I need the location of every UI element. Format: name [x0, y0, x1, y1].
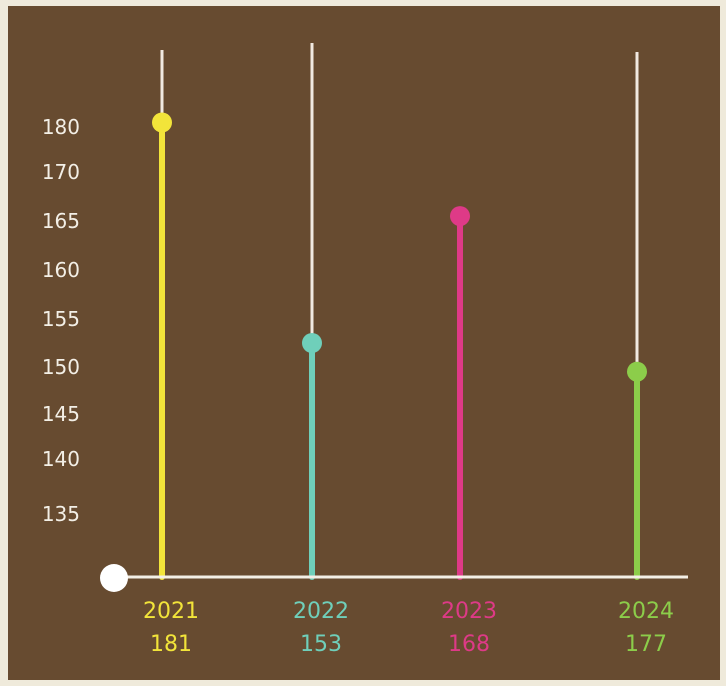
y-axis: 135 140 145 150 155 160 165 170 180 — [42, 115, 80, 526]
category-label: 2022 — [293, 599, 349, 624]
value-label: 168 — [448, 632, 490, 657]
x-axis-labels: 2021 181 2022 153 2023 168 2024 177 — [143, 599, 674, 657]
y-tick-label: 140 — [42, 447, 80, 471]
category-label: 2023 — [441, 599, 497, 624]
chart-panel: 135 140 145 150 155 160 165 170 180 2021 181 2022 1… — [8, 6, 720, 680]
value-label: 153 — [300, 632, 342, 657]
category-label: 2021 — [143, 599, 199, 624]
y-tick-label: 170 — [42, 160, 80, 184]
value-label: 181 — [150, 632, 192, 657]
y-tick-label: 180 — [42, 115, 80, 139]
lollipop-marker — [450, 206, 470, 227]
lollipop-marker — [152, 112, 172, 133]
plot-area — [152, 43, 647, 580]
y-tick-label: 160 — [42, 258, 80, 282]
lollipop-marker — [627, 361, 647, 382]
lollipop-chart: 135 140 145 150 155 160 165 170 180 2021 181 2022 1… — [42, 43, 688, 657]
axis-origin-dot — [100, 564, 128, 592]
y-tick-label: 155 — [42, 307, 80, 331]
category-label: 2024 — [618, 599, 674, 624]
y-tick-label: 150 — [42, 355, 80, 379]
lollipop-marker — [302, 333, 322, 353]
y-tick-label: 165 — [42, 209, 80, 233]
y-tick-label: 135 — [42, 502, 80, 526]
value-label: 177 — [625, 632, 667, 657]
y-tick-label: 145 — [42, 402, 80, 426]
